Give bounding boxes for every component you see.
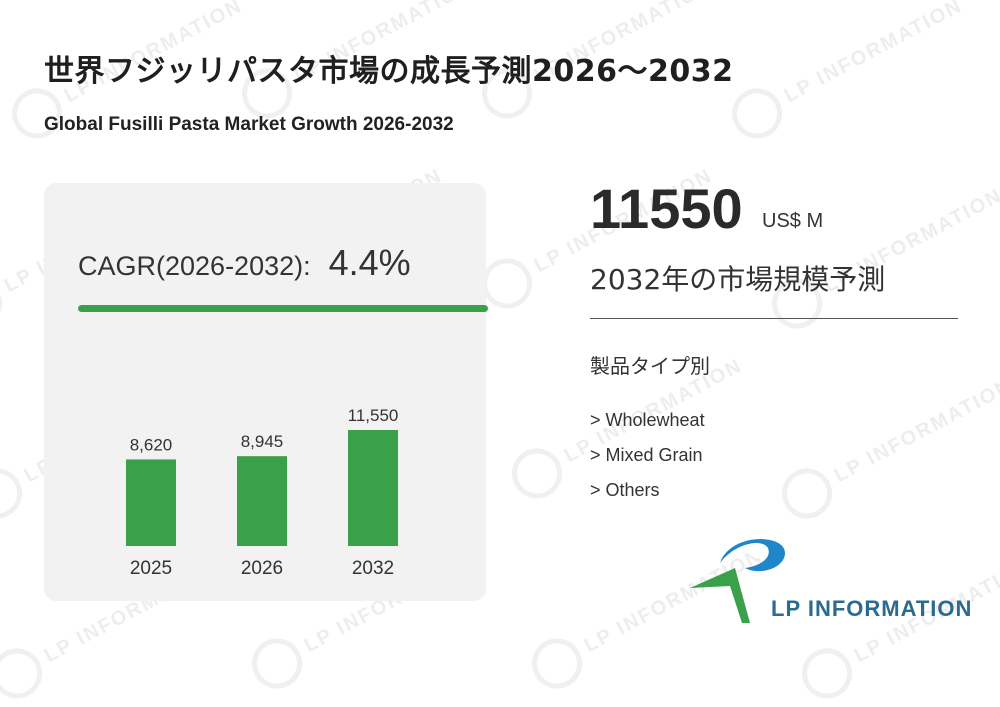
x-tick-2026: 2026 [241, 558, 283, 579]
bar-2032 [348, 430, 398, 546]
cagr-label: CAGR(2026-2032): [78, 251, 311, 281]
forecast-unit: US$ M [762, 210, 824, 232]
bar-chart: 8,620 2025 8,945 2026 11,550 2032 [126, 406, 399, 579]
divider [590, 318, 958, 319]
segment-item-mixed-grain: > Mixed Grain [590, 445, 703, 465]
cagr-underline [78, 305, 488, 312]
data-label-2025: 8,620 [130, 435, 173, 454]
forecast-label: 2032年の市場規模予測 [590, 263, 886, 296]
segment-list: > Wholewheat > Mixed Grain > Others [590, 410, 705, 515]
lp-information-logo-icon [690, 539, 785, 623]
data-label-2026: 8,945 [241, 432, 284, 451]
watermark-logo: LP INFORMATION [793, 543, 1000, 707]
cagr-value: 4.4% [328, 242, 411, 283]
watermark-logo: LP INFORMATION [773, 363, 1000, 528]
watermark-logo: LP INFORMATION [763, 173, 1000, 338]
watermark-logo: LP INFORMATION [723, 0, 973, 148]
bar-2025 [126, 459, 176, 546]
brand-name: LP INFORMATION [771, 596, 973, 621]
cagr-block: CAGR(2026-2032): 4.4% [78, 242, 411, 284]
page-title: 世界フジッリパスタ市場の成長予測2026～2032 [44, 54, 734, 89]
forecast-value: 11550 [590, 177, 743, 240]
segment-item-others: > Others [590, 480, 660, 500]
bar-2026 [237, 456, 287, 546]
segment-item-wholewheat: > Wholewheat [590, 410, 705, 430]
segment-title: 製品タイプ別 [590, 354, 710, 378]
data-label-2032: 11,550 [348, 406, 399, 425]
x-tick-2032: 2032 [352, 558, 394, 579]
x-tick-2025: 2025 [130, 558, 172, 579]
page-subtitle: Global Fusilli Pasta Market Growth 2026-… [44, 114, 454, 135]
